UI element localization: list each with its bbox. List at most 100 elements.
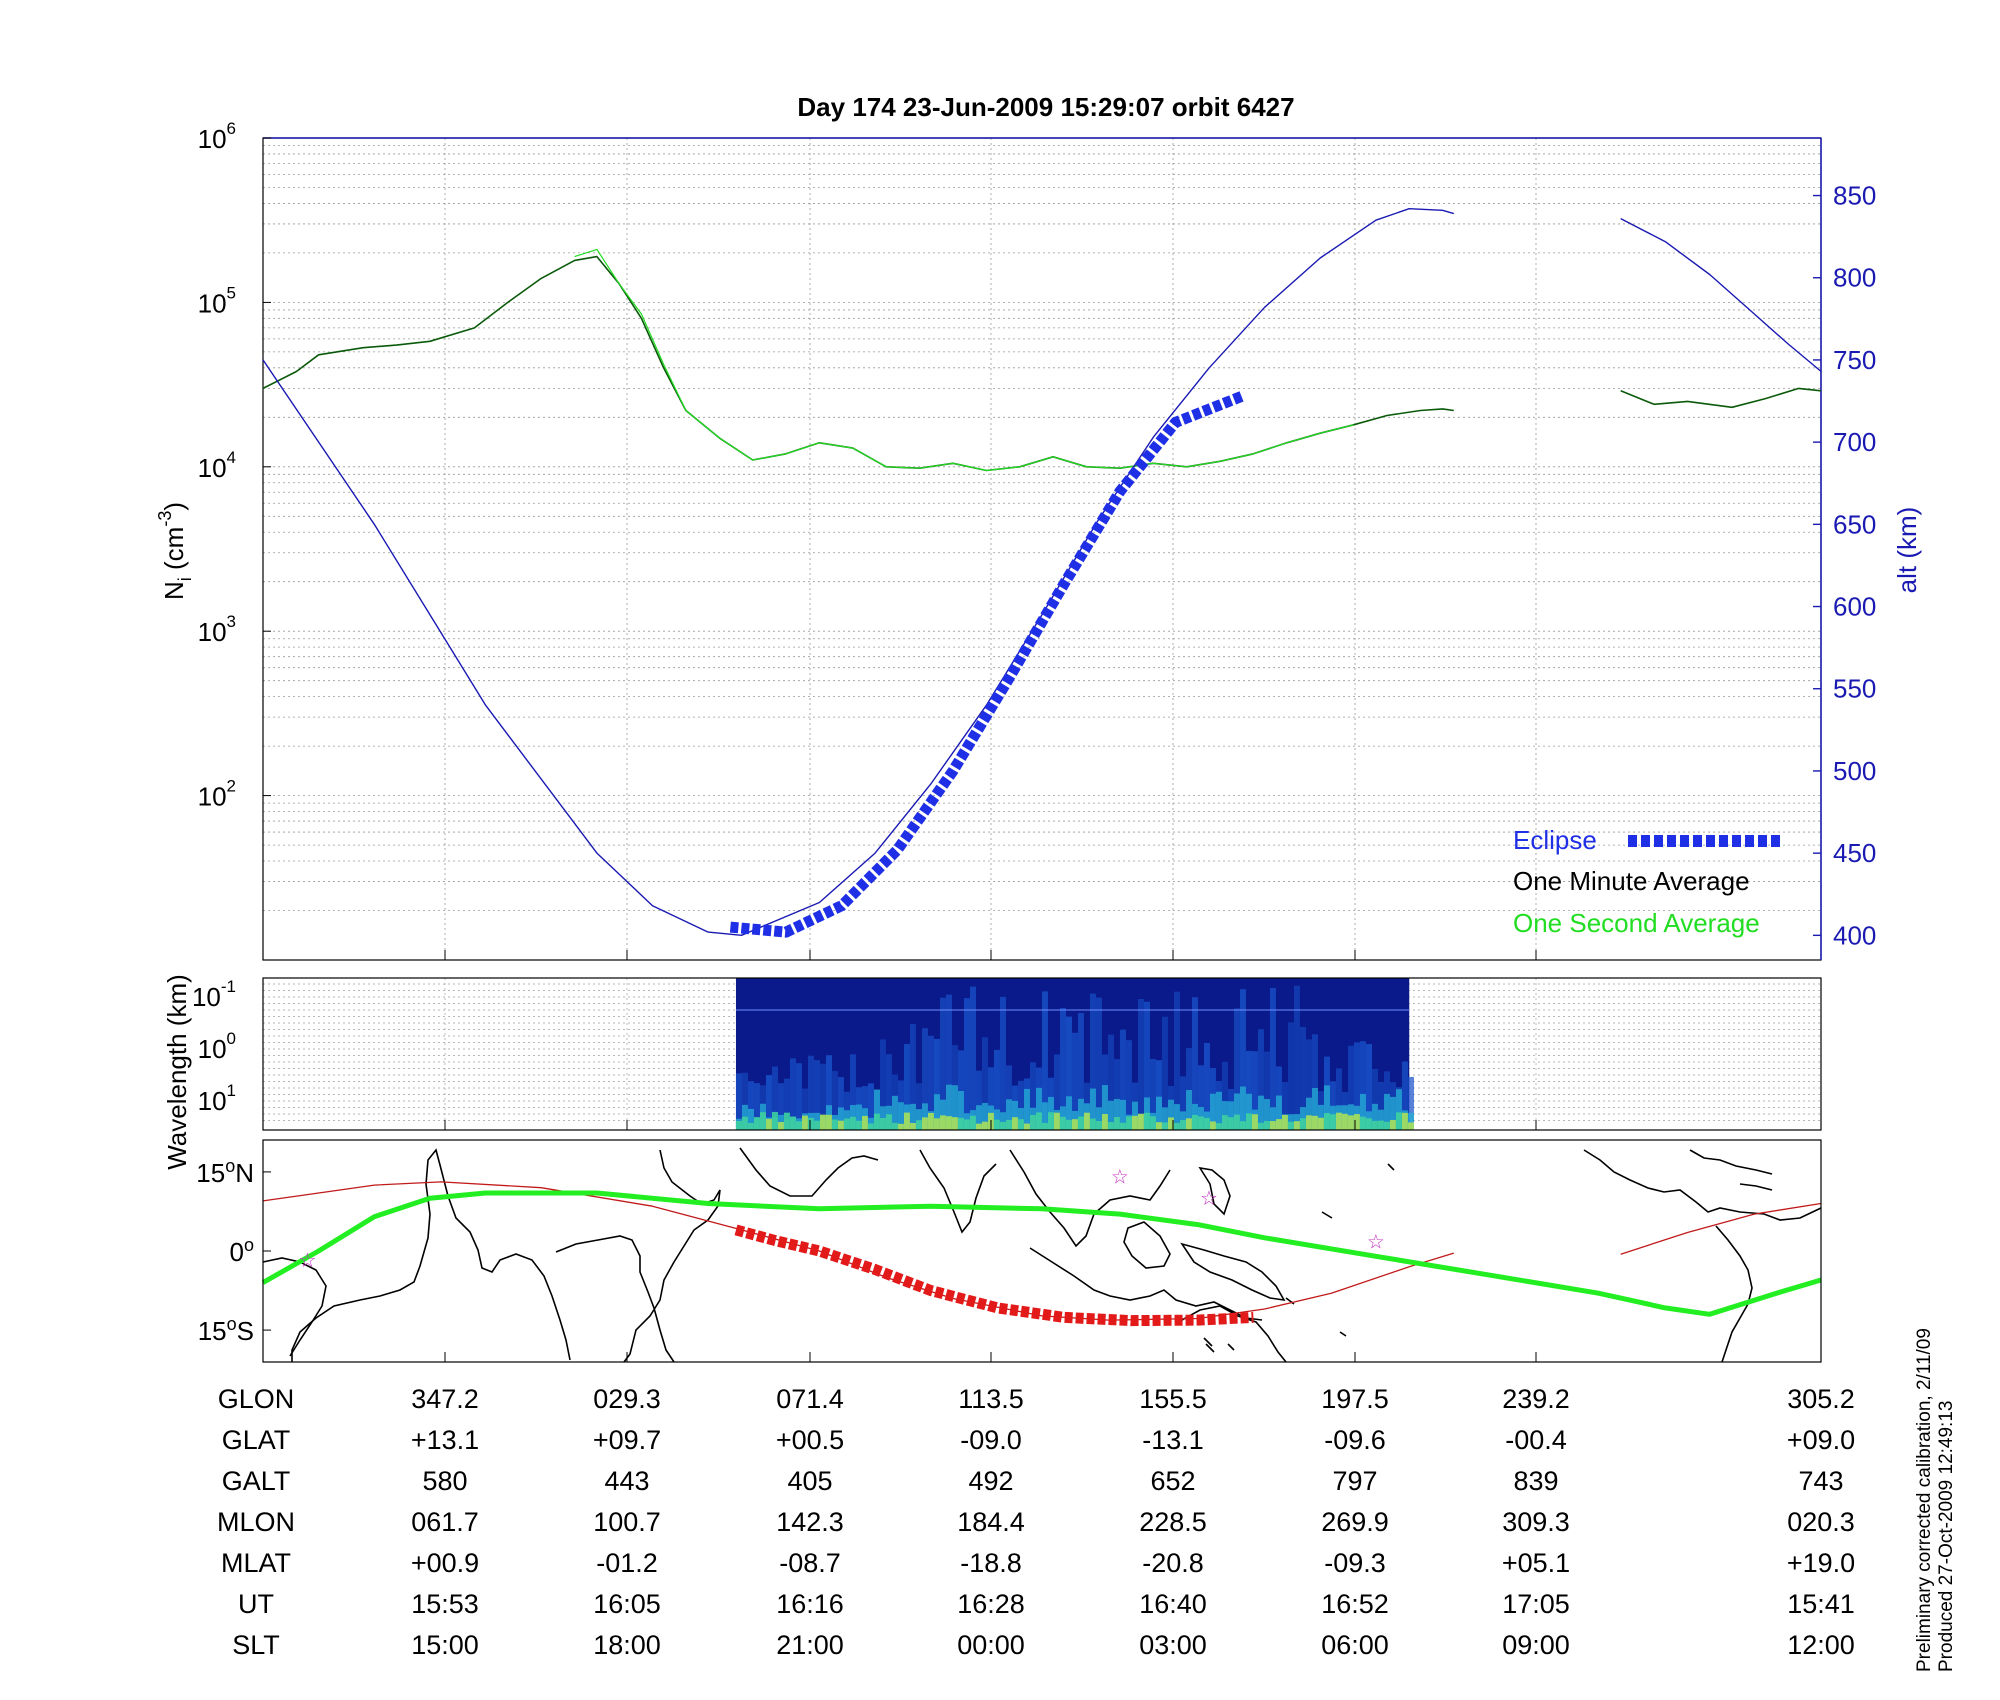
- spectrogram-column: [1281, 1082, 1288, 1130]
- spectrogram-column-mid: [1371, 1103, 1378, 1130]
- spectrogram-column-low: [777, 1122, 784, 1130]
- table-cell: +00.9: [411, 1548, 479, 1578]
- spectrogram-column-low: [1089, 1118, 1096, 1130]
- spectrogram-column: [1353, 1042, 1360, 1130]
- table-cell: 16:28: [957, 1589, 1025, 1619]
- spectrogram-column: [1197, 1065, 1204, 1130]
- table-cell: 113.5: [958, 1384, 1024, 1414]
- alt-km-line: [1620, 217, 1822, 372]
- table-row-label: MLAT: [221, 1548, 291, 1578]
- spectrogram-column-low: [951, 1117, 958, 1130]
- spectrogram-column: [1149, 1059, 1156, 1130]
- spectrogram-column-mid: [1377, 1109, 1384, 1130]
- star-marker: ☆: [1111, 1165, 1129, 1189]
- latitude-tick-label: 15oN: [196, 1156, 254, 1188]
- spectrogram-column-mid: [1359, 1093, 1366, 1130]
- spectrogram-column-low: [1185, 1118, 1192, 1130]
- table-cell: +13.1: [411, 1425, 479, 1455]
- spectrogram-column-low: [1299, 1118, 1306, 1130]
- table-cell: 06:00: [1321, 1630, 1389, 1660]
- spectrogram-column-low: [837, 1120, 844, 1130]
- spectrogram-column-mid: [1257, 1095, 1264, 1130]
- spectrogram-column-low: [1029, 1115, 1036, 1130]
- spectrogram-column-low: [1257, 1122, 1264, 1130]
- spectrogram-column-low: [1035, 1112, 1042, 1130]
- table-cell: 09:00: [1502, 1630, 1570, 1660]
- spectrogram-column: [1155, 1060, 1162, 1130]
- spectrogram-column-mid: [1263, 1099, 1270, 1130]
- spectrogram-column-low: [1101, 1114, 1108, 1130]
- spectrogram-column-mid: [855, 1104, 862, 1130]
- spectrogram-column-mid: [1383, 1093, 1390, 1130]
- spectrogram-column-low: [1341, 1113, 1348, 1130]
- spectrogram-column-low: [795, 1121, 802, 1130]
- spectrogram-column-low: [885, 1114, 892, 1130]
- spectrogram-column-low: [1095, 1120, 1102, 1130]
- spectrogram-column: [1161, 1016, 1168, 1130]
- spectrogram-column-low: [1011, 1117, 1018, 1130]
- table-cell: 020.3: [1787, 1507, 1855, 1537]
- spectrogram-column-mid: [1173, 1104, 1180, 1130]
- spectrogram-column-low: [903, 1112, 910, 1130]
- coast-gulf-guinea: [555, 1235, 675, 1363]
- spectrogram-column: [1071, 1032, 1078, 1130]
- spectrogram-column-low: [1293, 1121, 1300, 1130]
- spectrogram-column: [1119, 1029, 1126, 1130]
- map-panel: ☆ ☆ ☆ ☆ 15oN 0o 15oS: [196, 1139, 1822, 1363]
- spectrogram-column: [1269, 987, 1276, 1130]
- spectrogram-column-low: [1389, 1119, 1396, 1130]
- spectrogram-column-mid: [1227, 1101, 1234, 1130]
- table-cell: 029.3: [593, 1384, 661, 1414]
- spectrogram-column: [1299, 1026, 1306, 1130]
- spectrogram-column-low: [1233, 1114, 1240, 1130]
- ground-track-line: [1620, 1202, 1822, 1255]
- spectrogram-column: [819, 1063, 826, 1130]
- table-cell: 15:53: [411, 1589, 479, 1619]
- spectrogram-column-mid: [1005, 1099, 1012, 1130]
- spectrogram-column-low: [1113, 1116, 1120, 1130]
- spectrogram-column-mid: [993, 1109, 1000, 1130]
- spectrogram-column: [1203, 1043, 1210, 1130]
- table-row-label: MLON: [217, 1507, 295, 1537]
- density-tick-label: 106: [198, 119, 236, 154]
- spectrogram-column: [969, 986, 976, 1130]
- coast-southeast-asia: [1009, 1149, 1171, 1248]
- spectrogram-column-low: [927, 1112, 934, 1130]
- spectrogram-column-mid: [999, 1112, 1006, 1130]
- spectrogram-column-mid: [1035, 1087, 1042, 1130]
- orbit-table: GLON GLAT GALT MLON MLAT UT SLT 347.2 +13.1 580 06…: [217, 1384, 1855, 1660]
- table-cell: 228.5: [1139, 1507, 1207, 1537]
- spectrogram-column-low: [843, 1118, 850, 1130]
- table-row-label: GALT: [222, 1466, 291, 1496]
- spectrogram-column-low: [1365, 1118, 1372, 1130]
- magnetic-equator-line: [261, 1190, 1822, 1317]
- altitude-tick-label: 800: [1833, 263, 1876, 293]
- spectrogram-column-low: [1197, 1116, 1204, 1130]
- spectrogram-column: [1041, 991, 1048, 1130]
- spectrogram-column-mid: [909, 1103, 916, 1130]
- spectrogram-column-low: [741, 1116, 748, 1130]
- spectrogram-column-low: [1149, 1116, 1156, 1130]
- coast-new-guinea: [1180, 1242, 1286, 1302]
- spectrogram-column: [1401, 1061, 1408, 1130]
- spectrogram-column: [1359, 1041, 1366, 1130]
- spectrogram-column-mid: [951, 1085, 958, 1130]
- spectrogram-column: [999, 996, 1006, 1130]
- spectrogram-column-low: [1077, 1116, 1084, 1130]
- spectrogram-column-mid: [975, 1105, 982, 1130]
- spectrogram-column: [939, 997, 946, 1130]
- spectrogram-column: [795, 1063, 802, 1130]
- spectrogram-column-low: [1173, 1122, 1180, 1130]
- spectrogram-column-low: [1287, 1121, 1294, 1130]
- table-cell: 239.2: [1502, 1384, 1570, 1414]
- spectrogram-column-mid: [1161, 1107, 1168, 1130]
- spectrogram-column-low: [939, 1115, 946, 1130]
- spectrogram-column-low: [921, 1117, 928, 1130]
- coast-indonesia: [1029, 1247, 1263, 1321]
- spectrogram-column-mid: [1305, 1097, 1312, 1130]
- altitude-tick-label: 500: [1833, 756, 1876, 786]
- spectrogram-column: [975, 1070, 982, 1130]
- table-cell: -09.3: [1324, 1548, 1386, 1578]
- spectrogram-column: [903, 1043, 910, 1130]
- spectrogram-column: [1263, 1051, 1270, 1130]
